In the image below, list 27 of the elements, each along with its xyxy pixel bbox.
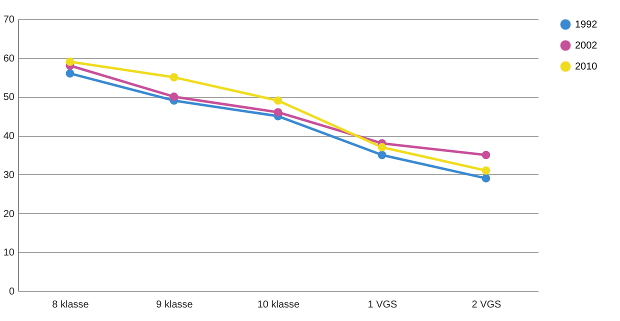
y-tick-label: 30 — [3, 170, 15, 181]
x-tick-label: 9 klasse — [156, 300, 194, 310]
x-tick-label: 1 VGS — [368, 300, 398, 310]
point — [378, 150, 386, 160]
point — [170, 73, 178, 82]
x-tick-label: 2 VGS — [472, 300, 502, 310]
point — [170, 92, 178, 101]
point — [378, 143, 386, 152]
y-tick-label: 40 — [3, 131, 15, 142]
y-tick-label: 60 — [3, 53, 15, 64]
point — [66, 58, 74, 66]
y-tick-label: 10 — [3, 248, 15, 259]
point — [66, 69, 74, 78]
x-tick-label: 10 klasse — [257, 300, 300, 310]
point — [482, 150, 490, 160]
y-tick-label: 0 — [8, 286, 15, 298]
legend-label: 2010 — [575, 62, 598, 72]
point — [274, 108, 282, 116]
point — [482, 166, 490, 175]
point — [274, 96, 282, 105]
y-tick-label: 20 — [3, 208, 15, 220]
legend-label: 1992 — [575, 20, 598, 30]
y-tick-label: 50 — [3, 92, 15, 104]
y-tick-label: 70 — [3, 14, 15, 26]
x-tick-label: 8 klasse — [52, 300, 90, 310]
point — [482, 174, 490, 182]
legend-label: 2002 — [575, 40, 598, 52]
